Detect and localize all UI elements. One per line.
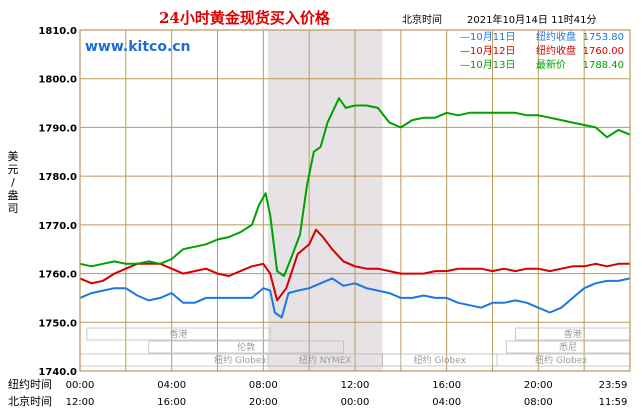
market-session-label: 伦敦 bbox=[237, 341, 255, 353]
y-tick-label: 1780.0 bbox=[38, 172, 77, 183]
x-tick-label: 16:00 bbox=[157, 397, 186, 408]
market-session-label: 纽约 Globex bbox=[535, 354, 588, 366]
x-tick-label: 12:00 bbox=[341, 380, 370, 391]
datetime-label: 2021年10月14日 11时41分 bbox=[467, 13, 597, 26]
x-tick-label: 04:00 bbox=[432, 397, 461, 408]
y-tick-label: 1800.0 bbox=[38, 75, 77, 86]
x-tick-label: 12:00 bbox=[66, 397, 95, 408]
y-tick-label: 1750.0 bbox=[38, 318, 77, 329]
market-session-label: 悉尼 bbox=[559, 341, 577, 353]
market-session-bar bbox=[148, 340, 344, 354]
market-session-bar bbox=[382, 353, 498, 367]
legend-date: —10月12日 bbox=[460, 45, 515, 57]
market-session-label: 香港 bbox=[564, 328, 582, 340]
legend-value: 1753.80 bbox=[583, 32, 624, 43]
market-session-label: 香港 bbox=[170, 328, 188, 340]
legend-desc: 最新价 bbox=[536, 58, 566, 71]
x-tick-label: 04:00 bbox=[157, 380, 186, 391]
x-tick-label: 00:00 bbox=[341, 397, 370, 408]
x-tick-label: 20:00 bbox=[249, 397, 278, 408]
nymex-session-shade bbox=[267, 30, 383, 371]
legend: —10月11日 纽约收盘 1753.80—10月12日 纽约收盘 1760.00—10月… bbox=[460, 30, 624, 71]
x-axis: 纽约时间 00:00 04:00 08:00 12:00 16:00 20:00 23:59 北… bbox=[8, 377, 627, 408]
location-label: 北京时间 bbox=[402, 13, 442, 26]
y-tick-label: 1740.0 bbox=[38, 367, 77, 378]
legend-date: —10月11日 bbox=[460, 31, 515, 43]
x-axis-row-name: 纽约时间 bbox=[8, 377, 52, 391]
site-watermark: www.kitco.cn bbox=[85, 39, 191, 55]
series-line-1 bbox=[79, 277, 631, 319]
market-session-label: 纽约 Globex bbox=[214, 354, 267, 366]
y-axis-label-char: / bbox=[11, 176, 15, 189]
chart-title: 24小时黄金现货买入价格 bbox=[159, 9, 331, 27]
legend-value: 1760.00 bbox=[583, 46, 624, 57]
y-axis-label-char: 美 bbox=[8, 150, 19, 163]
y-axis-label-char: 盎 bbox=[8, 188, 19, 202]
market-session-bar bbox=[86, 327, 271, 341]
x-tick-label: 20:00 bbox=[524, 380, 553, 391]
series-line-3 bbox=[79, 97, 631, 277]
legend-date: —10月13日 bbox=[460, 59, 515, 71]
y-tick-label: 1760.0 bbox=[38, 270, 77, 281]
y-axis-label-char: 元 bbox=[8, 163, 19, 176]
y-axis-ticks: 1810.0 1800.0 1790.0 1780.0 1770.0 1760.0 1750… bbox=[38, 26, 77, 378]
market-session-label: 纽约 Globex bbox=[414, 354, 467, 366]
y-axis-label: 美元/盎司 bbox=[8, 150, 19, 215]
market-session-label: 纽约 NYMEX bbox=[299, 354, 352, 366]
legend-desc: 纽约收盘 bbox=[536, 30, 576, 43]
y-tick-label: 1810.0 bbox=[38, 26, 77, 37]
x-tick-label: 16:00 bbox=[432, 380, 461, 391]
x-tick-label: 08:00 bbox=[524, 397, 553, 408]
x-tick-label: 11:59 bbox=[599, 397, 628, 408]
x-axis-row-name: 北京时间 bbox=[8, 394, 52, 408]
x-tick-label: 00:00 bbox=[66, 380, 95, 391]
legend-desc: 纽约收盘 bbox=[536, 44, 576, 57]
legend-value: 1788.40 bbox=[583, 60, 624, 71]
y-axis-label-char: 司 bbox=[8, 202, 19, 215]
series-line-2 bbox=[79, 228, 630, 302]
y-tick-label: 1770.0 bbox=[38, 221, 77, 232]
x-tick-label: 23:59 bbox=[599, 380, 628, 391]
plot-frame bbox=[79, 29, 631, 372]
x-tick-label: 08:00 bbox=[249, 380, 278, 391]
y-tick-label: 1790.0 bbox=[38, 123, 77, 134]
